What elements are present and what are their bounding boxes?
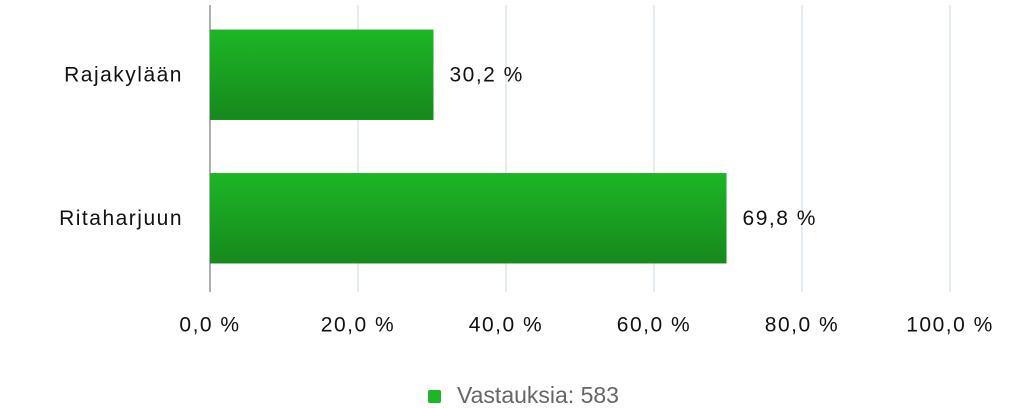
x-tick-label: 100,0 % (906, 314, 994, 337)
legend-swatch (428, 390, 441, 403)
y-tick-label: Rajakylään (64, 63, 183, 86)
value-label: 69,8 % (743, 207, 817, 230)
value-label: 30,2 % (449, 63, 523, 86)
x-tick-label: 20,0 % (321, 314, 395, 337)
legend-label: Vastauksia: 583 (457, 382, 619, 408)
bar-shade (210, 29, 434, 120)
x-tick-label: 80,0 % (765, 314, 839, 337)
y-tick-label: Ritaharjuun (59, 207, 183, 230)
bar-shade (210, 173, 727, 264)
x-tick-label: 40,0 % (469, 314, 543, 337)
x-tick-label: 0,0 % (179, 314, 240, 337)
x-tick-label: 60,0 % (617, 314, 691, 337)
